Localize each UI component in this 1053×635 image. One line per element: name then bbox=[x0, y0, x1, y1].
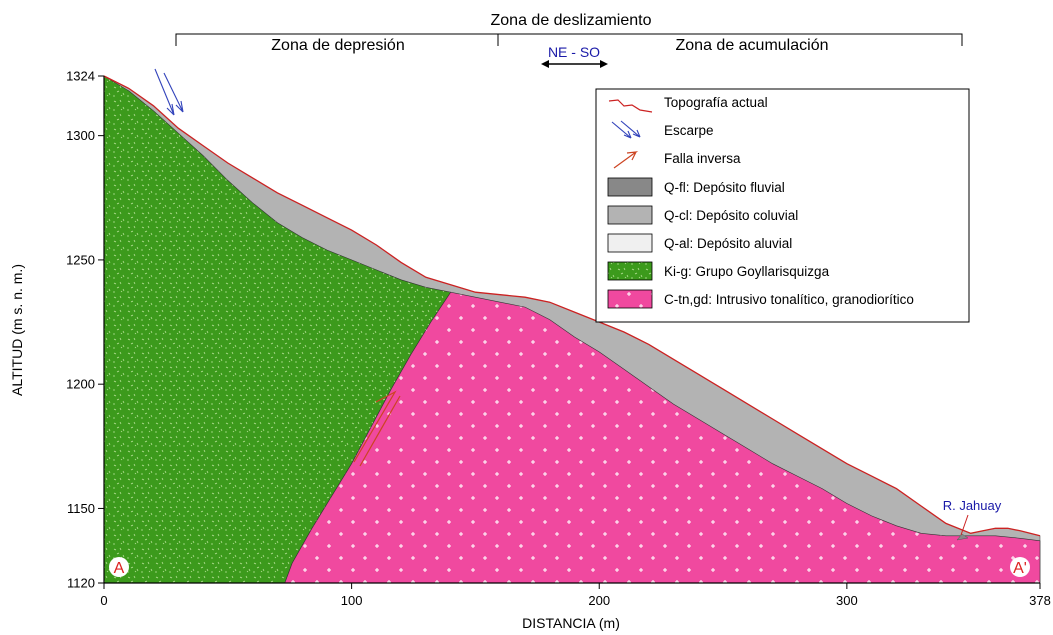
main-zone-bracket bbox=[175, 33, 963, 46]
aluvial-swatch bbox=[607, 233, 653, 253]
river-label: R. Jahuay bbox=[943, 498, 1002, 513]
reverse-fault-symbol-icon bbox=[353, 390, 401, 467]
section-end-a: A bbox=[109, 557, 129, 577]
legend-intrusive: C-tn,gd: Intrusivo tonalítico, granodior… bbox=[664, 292, 914, 307]
topography-legend-icon bbox=[608, 99, 653, 113]
section-end-a-prime: A' bbox=[1010, 557, 1030, 577]
legend: Topografía actual Escarpe Falla inversa … bbox=[595, 88, 970, 323]
river-pointer-icon bbox=[960, 514, 969, 536]
y-tick-label: 1150 bbox=[67, 501, 95, 516]
fault-legend-icon bbox=[613, 151, 639, 169]
direction-label: NE - SO bbox=[548, 44, 600, 60]
zone-brackets: Zona de deslizamiento Zona de depresión … bbox=[175, 12, 963, 68]
legend-box bbox=[595, 88, 970, 323]
y-tick-label: 1324 bbox=[66, 69, 95, 84]
goyllar-swatch bbox=[607, 261, 653, 281]
y-axis-title: ALTITUD (m s. n. m.) bbox=[9, 264, 25, 396]
fluvial-deposit-area bbox=[956, 533, 969, 541]
legend-scarp: Escarpe bbox=[664, 123, 714, 138]
y-tick-label: 1250 bbox=[66, 252, 95, 267]
direction-arrow-icon bbox=[541, 60, 608, 68]
svg-text:A': A' bbox=[1013, 560, 1027, 577]
accumulation-zone-label: Zona de acumulación bbox=[676, 37, 829, 54]
fluvial-swatch bbox=[607, 177, 653, 197]
intrusive-swatch bbox=[607, 289, 653, 309]
svg-text:A: A bbox=[114, 560, 125, 577]
x-axis-title: DISTANCIA (m) bbox=[522, 615, 620, 631]
x-tick-label: 300 bbox=[836, 593, 858, 608]
legend-fluvial: Q-fl: Depósito fluvial bbox=[664, 180, 785, 195]
legend-coluvial: Q-cl: Depósito coluvial bbox=[664, 208, 798, 223]
legend-goyllar: Ki-g: Grupo Goyllarisquizga bbox=[664, 264, 830, 279]
scarp-legend-icon bbox=[611, 120, 641, 139]
legend-fault: Falla inversa bbox=[664, 151, 741, 166]
axes: 1324 1300 1250 1200 1150 1120 0 100 200 300 378 D… bbox=[9, 69, 1051, 632]
x-tick-label: 0 bbox=[100, 593, 107, 608]
y-tick-label: 1200 bbox=[66, 377, 95, 392]
legend-aluvial: Q-al: Depósito aluvial bbox=[664, 236, 792, 251]
x-tick-label: 200 bbox=[588, 593, 610, 608]
x-tick-label: 378 bbox=[1029, 593, 1051, 608]
y-tick-label: 1120 bbox=[67, 576, 95, 591]
depression-zone-label: Zona de depresión bbox=[271, 37, 404, 54]
main-zone-label: Zona de deslizamiento bbox=[491, 12, 652, 29]
x-ticks: 0 100 200 300 378 bbox=[100, 583, 1051, 608]
x-tick-label: 100 bbox=[341, 593, 363, 608]
y-tick-label: 1300 bbox=[66, 128, 95, 143]
coluvial-swatch bbox=[607, 205, 653, 225]
geology-layers bbox=[103, 75, 1041, 584]
y-ticks: 1324 1300 1250 1200 1150 1120 bbox=[66, 69, 104, 591]
legend-topography: Topografía actual bbox=[664, 95, 768, 110]
scarp-symbol-icon bbox=[154, 68, 184, 116]
